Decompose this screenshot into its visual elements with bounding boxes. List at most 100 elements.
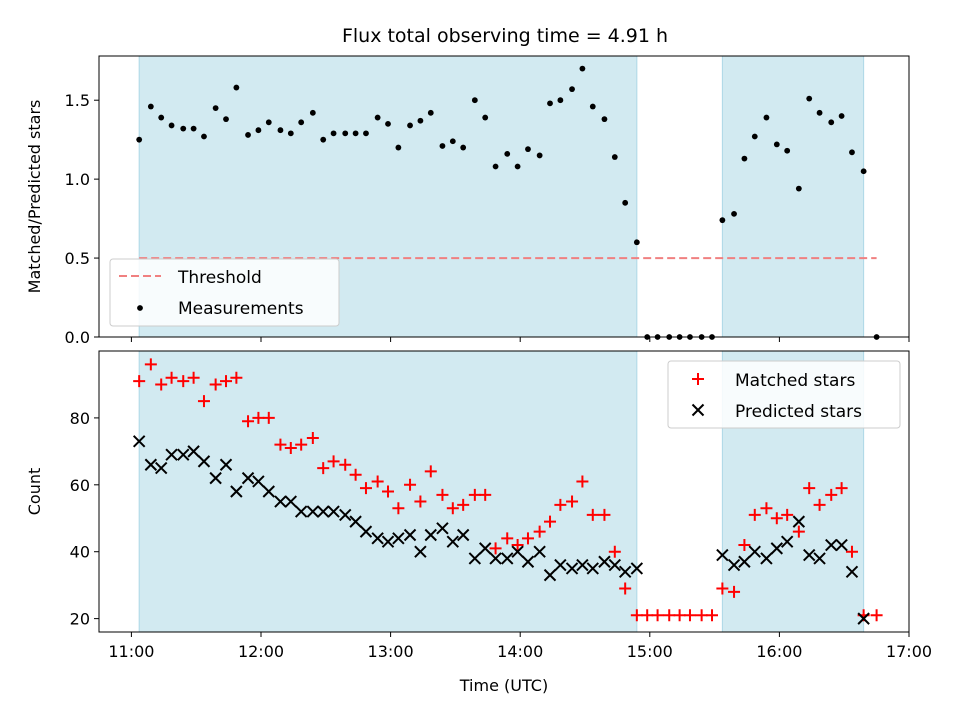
- data-point: [598, 555, 611, 568]
- data-point: [803, 548, 816, 562]
- data-point: [501, 532, 514, 545]
- data-point: [479, 542, 492, 555]
- y-tick-label: 60: [70, 476, 90, 495]
- data-point: [187, 371, 200, 384]
- data-point: [201, 133, 207, 140]
- data-point: [414, 545, 427, 558]
- data-point: [245, 132, 251, 138]
- data-point: [731, 210, 737, 217]
- data-point: [633, 239, 640, 246]
- data-point: [521, 532, 534, 545]
- data-point: [589, 103, 596, 110]
- data-point: [349, 515, 362, 528]
- data-point: [525, 146, 531, 153]
- data-point: [608, 545, 621, 558]
- x-tick-label: 16:00: [756, 642, 802, 661]
- y-tick-label: 1.5: [65, 91, 90, 110]
- data-point: [533, 525, 546, 538]
- data-point: [533, 545, 546, 558]
- data-point: [760, 552, 773, 565]
- data-point: [392, 502, 405, 515]
- data-point: [274, 495, 287, 508]
- data-point: [813, 552, 826, 565]
- data-point: [492, 163, 499, 170]
- axes-frame: [98, 55, 910, 338]
- data-point: [618, 565, 632, 578]
- y-tick-label: 0.5: [65, 249, 90, 268]
- y-tick-label: 80: [70, 409, 90, 428]
- data-point: [741, 155, 748, 162]
- data-point: [792, 525, 805, 538]
- data-point: [403, 528, 417, 542]
- data-point: [197, 455, 211, 468]
- bottom-panel: 20 40 60 80 11:00 12:00 13:00 14:00 15:00 16:00 17…: [25, 350, 932, 661]
- data-point: [845, 565, 859, 578]
- chart-title: Flux total observing time = 4.91 h: [342, 25, 668, 47]
- data-point: [716, 548, 729, 562]
- data-point: [770, 542, 784, 555]
- data-point: [828, 119, 835, 126]
- x-tick-label: 17:00: [886, 642, 932, 661]
- data-point: [219, 458, 233, 471]
- data-point: [327, 455, 340, 468]
- data-point: [132, 435, 146, 448]
- data-point: [460, 144, 467, 151]
- data-point: [536, 152, 543, 159]
- x-tick-label: 11:00: [108, 642, 154, 661]
- data-point: [586, 562, 599, 575]
- data-point: [407, 122, 413, 129]
- data-point: [835, 538, 848, 552]
- data-point: [177, 375, 190, 388]
- data-point: [449, 138, 456, 145]
- legend-label: Matched stars: [735, 371, 855, 391]
- data-point: [144, 458, 158, 471]
- data-point: [427, 109, 434, 116]
- y-axis-label: Count: [25, 468, 44, 516]
- data-point: [792, 515, 806, 528]
- data-point: [306, 505, 320, 518]
- data-point: [359, 482, 372, 495]
- data-point: [825, 488, 838, 501]
- y-tick-label: 0.0: [65, 328, 90, 347]
- data-point: [262, 485, 275, 498]
- data-point: [133, 375, 146, 388]
- data-point: [327, 505, 340, 518]
- data-point: [521, 555, 535, 568]
- data-point: [284, 495, 298, 508]
- data-point: [165, 371, 178, 384]
- data-point: [576, 475, 589, 488]
- data-point: [860, 168, 867, 175]
- data-point: [663, 609, 676, 622]
- data-point: [349, 468, 362, 481]
- data-point: [381, 535, 395, 548]
- data-point: [287, 130, 294, 137]
- data-point: [317, 505, 330, 518]
- legend: Matched stars Predicted stars: [667, 360, 901, 429]
- data-point: [457, 498, 470, 511]
- y-tick-label: 1.0: [65, 170, 90, 189]
- data-point: [706, 609, 719, 622]
- shaded-span-1: [721, 55, 865, 338]
- x-tick-label: 14:00: [497, 642, 543, 661]
- data-point: [576, 558, 589, 572]
- data-point: [339, 458, 352, 471]
- legend-box: [109, 258, 340, 327]
- data-point: [424, 528, 437, 542]
- data-point: [622, 199, 629, 206]
- data-point: [277, 127, 284, 134]
- data-point: [763, 114, 770, 121]
- data-point: [738, 539, 751, 552]
- axes-frame: [98, 350, 910, 633]
- data-point: [233, 84, 240, 91]
- data-point: [630, 562, 644, 575]
- data-point: [317, 462, 330, 475]
- data-point: [404, 478, 417, 491]
- data-point: [320, 136, 327, 143]
- data-point: [262, 411, 275, 424]
- data-point: [673, 609, 686, 622]
- data-point: [816, 109, 823, 116]
- data-point: [608, 558, 622, 572]
- data-point: [695, 609, 708, 622]
- data-point: [857, 612, 870, 625]
